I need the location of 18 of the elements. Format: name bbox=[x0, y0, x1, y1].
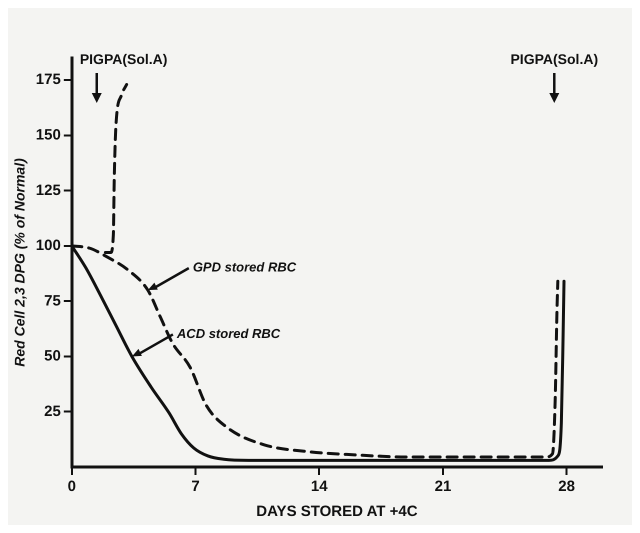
y-tick-label: 125 bbox=[36, 182, 61, 199]
x-tick-label: 14 bbox=[310, 478, 328, 496]
y-tick-label: 50 bbox=[44, 348, 61, 365]
y-axis-title: Red Cell 2,3 DPG (% of Normal) bbox=[11, 158, 28, 367]
y-tick-label: 25 bbox=[44, 402, 61, 420]
annotation: PIGPA(Sol.A) bbox=[510, 50, 598, 67]
annotation: ACD stored RBC bbox=[176, 326, 281, 342]
y-tick-label: 175 bbox=[36, 71, 61, 88]
x-tick-label: 28 bbox=[558, 478, 575, 496]
x-tick-label: 0 bbox=[68, 478, 76, 496]
y-tick-label: 100 bbox=[36, 237, 61, 254]
y-tick-label: 75 bbox=[44, 292, 61, 310]
x-tick-label: 7 bbox=[191, 478, 200, 496]
y-tick-label: 150 bbox=[36, 126, 61, 144]
annotation: GPD stored RBC bbox=[192, 260, 297, 275]
x-tick-label: 21 bbox=[434, 478, 452, 496]
annotation: PIGPA(Sol.A) bbox=[80, 50, 168, 67]
x-axis-title: DAYS STORED AT +4C bbox=[256, 503, 418, 520]
